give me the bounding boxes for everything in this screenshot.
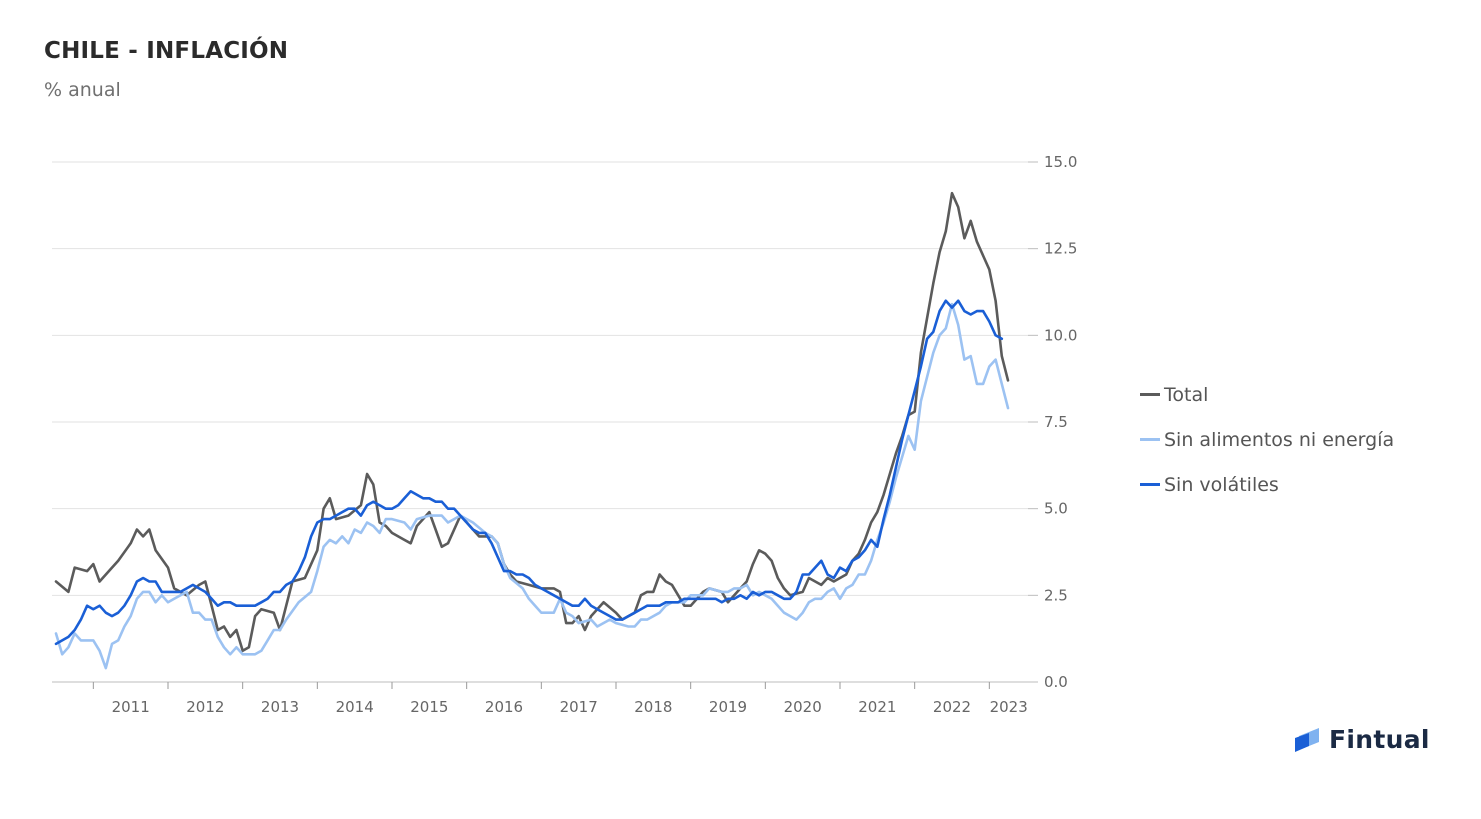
- chart-grid: [52, 161, 1028, 683]
- x-tick-label: 2013: [261, 698, 299, 716]
- series-line-non-volatile: [54, 299, 1004, 646]
- brand-name: Fintual: [1329, 724, 1430, 754]
- legend-swatch-core: [1140, 438, 1160, 441]
- x-tick-label: 2011: [112, 698, 150, 716]
- legend-label-total: Total: [1164, 383, 1209, 406]
- series-line-core: [54, 302, 1010, 670]
- x-tick-label: 2021: [858, 698, 896, 716]
- x-tick-label: 2017: [560, 698, 598, 716]
- x-tick-label: 2020: [784, 698, 822, 716]
- x-tick-label: 2018: [634, 698, 672, 716]
- legend-item-non-volatile[interactable]: Sin volátiles: [1140, 462, 1394, 507]
- y-tick-label: 2.5: [1044, 586, 1068, 604]
- x-tick-label: 2012: [186, 698, 224, 716]
- legend-item-core[interactable]: Sin alimentos ni energía: [1140, 417, 1394, 462]
- legend-swatch-non-volatile: [1140, 483, 1160, 486]
- x-tick-label: 2023: [990, 698, 1028, 716]
- x-tick-label: 2014: [336, 698, 374, 716]
- legend-swatch-total: [1140, 393, 1160, 396]
- x-tick-label: 2022: [933, 698, 971, 716]
- y-tick-label: 0.0: [1044, 673, 1068, 691]
- y-axis: 0.0 2.5 5.0 7.5 10.0 12.5 15.0: [1028, 153, 1077, 691]
- legend-item-total[interactable]: Total: [1140, 372, 1394, 417]
- legend-label-core: Sin alimentos ni energía: [1164, 428, 1395, 451]
- x-axis: 2011 2012 2013 2014 2015 2016 2017 2018 2019 2020…: [92, 682, 1028, 716]
- x-tick-label: 2015: [410, 698, 448, 716]
- fintual-logo-icon: [1295, 728, 1319, 752]
- y-tick-label: 12.5: [1044, 240, 1077, 258]
- brand-logo: Fintual: [1293, 724, 1430, 754]
- x-tick-label: 2016: [485, 698, 523, 716]
- chart-title: CHILE - INFLACIÓN: [44, 38, 289, 64]
- y-tick-label: 7.5: [1044, 413, 1068, 431]
- y-tick-label: 10.0: [1044, 326, 1077, 344]
- chart-legend: Total Sin alimentos ni energía Sin volát…: [1140, 372, 1394, 507]
- chart-subtitle: % anual: [44, 79, 121, 101]
- series-lines: [54, 191, 1010, 670]
- x-tick-label: 2019: [709, 698, 747, 716]
- legend-label-non-volatile: Sin volátiles: [1164, 473, 1279, 496]
- y-tick-label: 15.0: [1044, 153, 1077, 171]
- y-tick-label: 5.0: [1044, 500, 1068, 518]
- series-line-total: [54, 191, 1010, 653]
